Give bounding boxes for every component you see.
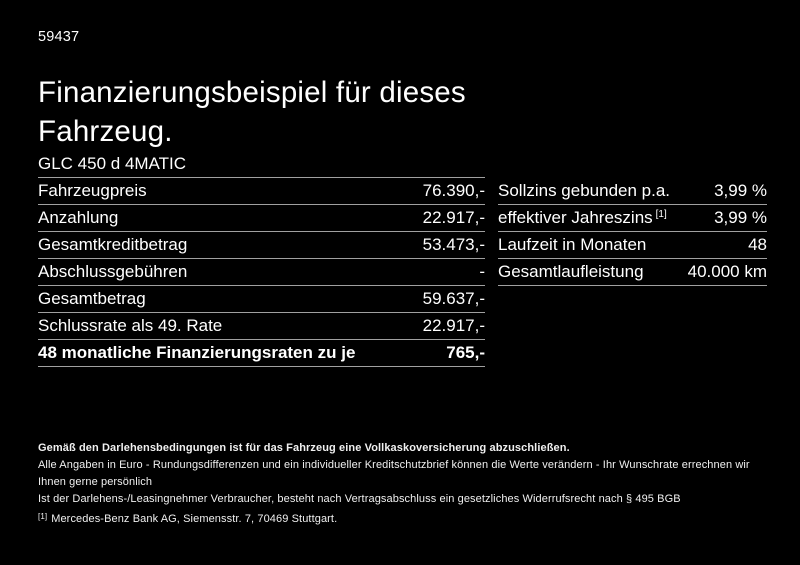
row-label: Gesamtlaufleistung: [498, 262, 644, 281]
table-row: Gesamtlaufleistung 40.000 km: [498, 259, 767, 286]
table-row: Schlussrate als 49. Rate 22.917,-: [38, 313, 485, 340]
footnote-marker: [1]: [655, 209, 667, 220]
row-label: Abschlussgebühren: [38, 262, 188, 281]
financing-details-table: GLC 450 d 4MATIC Fahrzeugpreis 76.390,- …: [38, 151, 485, 367]
table-row: Gesamtbetrag 59.637,-: [38, 286, 485, 313]
row-value: 22.917,-: [422, 208, 485, 227]
bank-footnote-text: Mercedes-Benz Bank AG, Siemensstr. 7, 70…: [51, 513, 338, 525]
row-value: 53.473,-: [422, 235, 485, 254]
row-value: 59.637,-: [422, 289, 485, 308]
row-value: 40.000 km: [687, 262, 767, 281]
row-value: 765,-: [446, 343, 485, 362]
financing-tables: GLC 450 d 4MATIC Fahrzeugpreis 76.390,- …: [38, 151, 767, 367]
table-row: Fahrzeugpreis 76.390,-: [38, 178, 485, 205]
reference-number: 59437: [38, 29, 80, 45]
row-label: Sollzins gebunden p.a.: [498, 181, 671, 200]
row-value: -: [479, 262, 485, 281]
footnote-marker: [1]: [38, 512, 48, 521]
bank-footnote: [1] Mercedes-Benz Bank AG, Siemensstr. 7,…: [38, 511, 766, 528]
row-label: Schlussrate als 49. Rate: [38, 316, 223, 335]
legal-footnotes: Gemäß den Darlehensbedingungen ist für d…: [38, 440, 766, 528]
table-row: Sollzins gebunden p.a. 3,99 %: [498, 178, 767, 205]
table-row: Gesamtkreditbetrag 53.473,-: [38, 232, 485, 259]
vehicle-model-header-row: GLC 450 d 4MATIC: [38, 151, 485, 178]
table-row: Anzahlung 22.917,-: [38, 205, 485, 232]
row-value: 3,99 %: [714, 181, 767, 200]
row-value: 22.917,-: [422, 316, 485, 335]
conditions-table: Sollzins gebunden p.a. 3,99 % effektiver…: [498, 178, 767, 286]
row-label: Fahrzeugpreis: [38, 181, 147, 200]
insurance-note: Gemäß den Darlehensbedingungen ist für d…: [38, 442, 570, 454]
row-label-text: effektiver Jahreszins: [498, 208, 653, 227]
vehicle-model-label: GLC 450 d 4MATIC: [38, 154, 187, 173]
table-row: Laufzeit in Monaten 48: [498, 232, 767, 259]
row-value: 76.390,-: [422, 181, 485, 200]
disclaimer-line: Alle Angaben in Euro - Rundungsdifferenz…: [38, 459, 750, 488]
row-label: 48 monatliche Finanzierungsraten zu je: [38, 343, 356, 362]
row-label: Gesamtkreditbetrag: [38, 235, 188, 254]
row-label: effektiver Jahreszins [1]: [498, 208, 667, 228]
row-value: 3,99 %: [714, 208, 767, 227]
row-value: 48: [748, 235, 767, 254]
row-label: Gesamtbetrag: [38, 289, 146, 308]
monthly-rate-row: 48 monatliche Finanzierungsraten zu je 7…: [38, 340, 485, 367]
row-label: Anzahlung: [38, 208, 119, 227]
table-row: Abschlussgebühren -: [38, 259, 485, 286]
page-title: Finanzierungsbeispiel für dieses Fahrzeu…: [38, 75, 466, 148]
table-row: effektiver Jahreszins [1] 3,99 %: [498, 205, 767, 232]
disclaimer-line: Ist der Darlehens-/Leasingnehmer Verbrau…: [38, 493, 681, 505]
row-label: Laufzeit in Monaten: [498, 235, 647, 254]
